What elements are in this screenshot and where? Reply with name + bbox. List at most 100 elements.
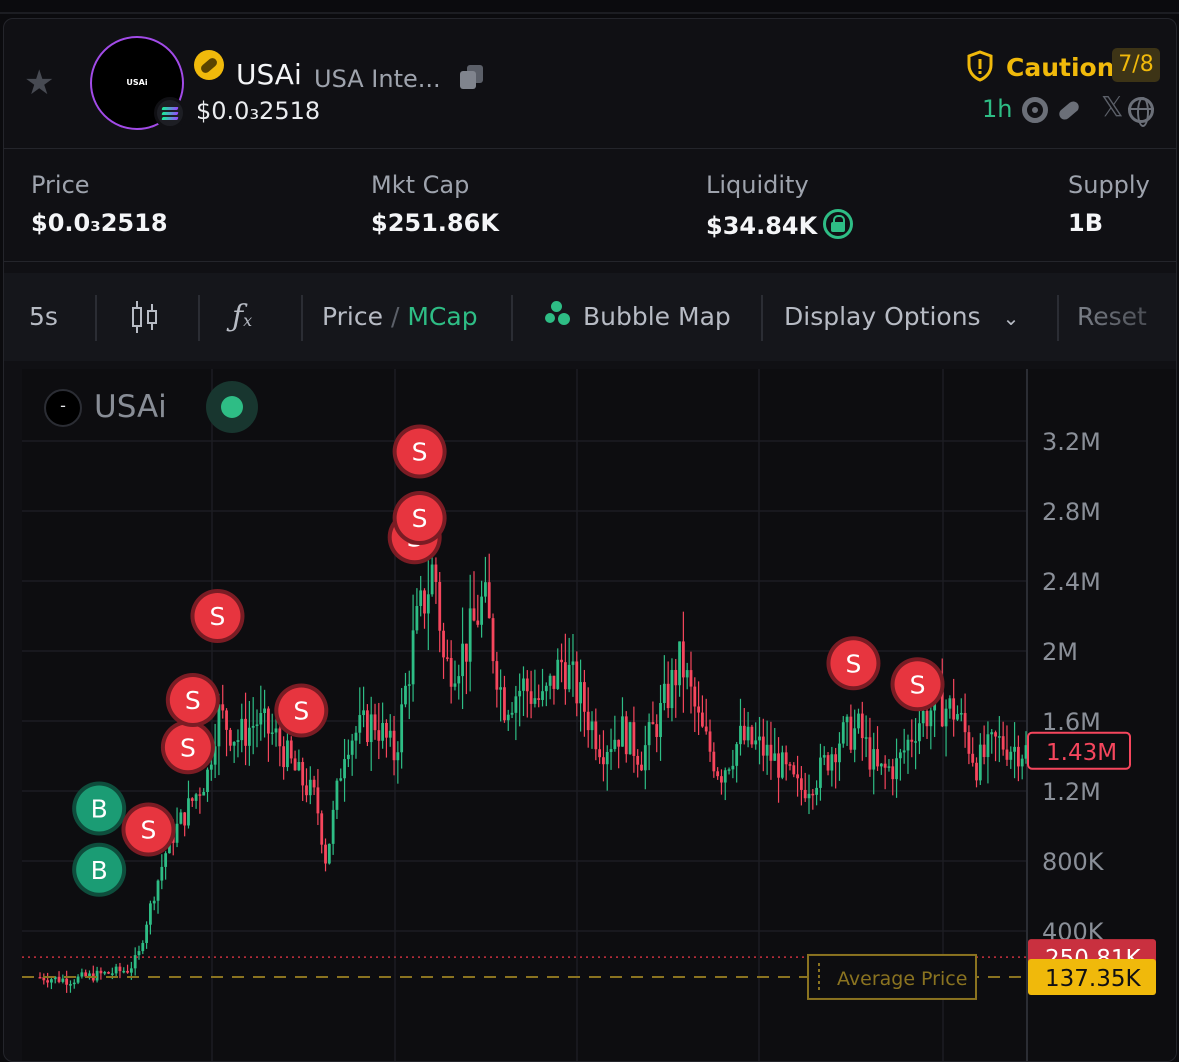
x-social-icon[interactable]: 𝕏 — [1101, 90, 1124, 123]
candle-body — [819, 757, 822, 788]
candle-body — [986, 734, 990, 758]
candle-body — [270, 732, 274, 734]
candle-body — [963, 713, 967, 733]
buy-marker-label: B — [91, 856, 108, 885]
candle-body — [179, 812, 183, 824]
candlestick-type-icon[interactable] — [130, 299, 160, 335]
y-tick-label: 800K — [1042, 848, 1105, 876]
sell-marker — [396, 428, 443, 475]
candle-body — [864, 737, 868, 739]
visibility-toggle-icon[interactable] — [206, 381, 258, 433]
candle-body — [190, 798, 194, 801]
favorite-star-icon[interactable]: ★ — [24, 63, 55, 103]
bubble-map-icon — [545, 301, 571, 327]
sell-marker — [169, 677, 216, 723]
candle-body — [107, 972, 110, 974]
sell-marker-label: S — [846, 649, 862, 678]
globe-icon[interactable] — [1128, 97, 1154, 127]
search-icon[interactable] — [1022, 97, 1048, 123]
candle-body — [244, 718, 247, 746]
stat-value-row: $34.84K — [706, 209, 854, 240]
candle-body — [883, 763, 887, 768]
y-tick-label: 2M — [1042, 638, 1078, 666]
candle-body — [461, 643, 464, 677]
price-mcap-toggle[interactable]: Price / MCap — [322, 273, 478, 361]
candle-body — [434, 564, 438, 582]
candle-body — [975, 762, 978, 781]
candle-body — [1005, 749, 1009, 760]
candle-body — [891, 766, 895, 780]
candle-body — [1020, 758, 1024, 767]
candle-body — [225, 710, 228, 730]
candle-body — [156, 880, 160, 901]
shield-icon — [967, 50, 993, 82]
candle-body — [46, 980, 50, 983]
candle-body — [278, 728, 282, 747]
candle-body — [758, 736, 761, 741]
candle-body — [385, 722, 388, 738]
average-price-box — [807, 953, 977, 1000]
candle-body — [906, 739, 910, 751]
candle-body — [655, 724, 659, 737]
interval-selector[interactable]: 5s — [29, 302, 58, 331]
candle-body — [388, 730, 392, 738]
candle-body — [133, 955, 137, 969]
candle-body — [944, 708, 948, 727]
sell-marker-label: S — [412, 504, 428, 533]
candle-body — [217, 704, 221, 747]
candle-body — [72, 982, 76, 985]
candle-body — [183, 812, 187, 826]
candle-body — [910, 739, 914, 742]
candle-body — [76, 976, 80, 983]
candle-body — [228, 729, 232, 746]
last-value-label: 1.43M — [1046, 740, 1117, 766]
reset-button[interactable]: Reset — [1077, 302, 1147, 331]
candle-body — [423, 590, 426, 614]
candle-body — [464, 643, 468, 662]
token-card: ★ USAi USAi USA Inte... $0.0₃2518 Cautio… — [3, 18, 1177, 1062]
candle-body — [822, 755, 826, 758]
candle-body — [712, 751, 716, 772]
legend-token-avatar: - — [44, 389, 82, 427]
candle-body — [514, 696, 518, 713]
candle-body — [213, 746, 217, 765]
pill-link-icon[interactable] — [1056, 97, 1082, 123]
candle-body — [765, 744, 769, 756]
candle-body — [484, 582, 487, 597]
token-header: ★ USAi USAi USA Inte... $0.0₃2518 Cautio… — [4, 19, 1176, 149]
candle-body — [952, 698, 956, 720]
candle-body — [739, 725, 742, 745]
candle-body — [438, 581, 442, 631]
chart-panel[interactable]: 3.2M2.8M2.4M2M1.6M1.2M800K400K-400KAvera… — [22, 369, 1177, 1062]
display-options-dropdown[interactable]: Display Options ⌄ — [784, 273, 1019, 361]
indicators-fx-icon[interactable]: ƒx — [232, 299, 253, 334]
candle-body — [697, 706, 701, 713]
stat-label: Price — [31, 171, 90, 199]
candle-body — [468, 608, 472, 662]
sell-marker-label: S — [412, 438, 428, 467]
bubble-map-label: Bubble Map — [583, 302, 731, 331]
bubble-map-button[interactable]: Bubble Map — [545, 273, 731, 361]
candle-body — [666, 683, 670, 709]
candle-body — [925, 710, 929, 727]
candle-body — [289, 740, 293, 759]
candle-body — [598, 749, 602, 758]
mcap-option[interactable]: MCap — [407, 302, 478, 331]
token-avatar: USAi — [90, 36, 184, 130]
candle-body — [693, 686, 697, 707]
candle-body — [567, 664, 571, 690]
candle-body — [286, 740, 289, 768]
risk-label[interactable]: Caution — [1006, 53, 1115, 82]
candle-body — [343, 759, 346, 779]
price-option[interactable]: Price — [322, 302, 383, 331]
toolbar-divider — [511, 295, 513, 341]
candle-body — [324, 844, 327, 864]
candle-body — [982, 744, 986, 758]
candle-body — [841, 722, 845, 744]
candle-body — [175, 823, 179, 843]
average-price-label: Average Price — [837, 968, 967, 990]
top-strip — [0, 0, 1179, 14]
copy-address-icon[interactable] — [460, 65, 484, 89]
candle-body — [206, 769, 209, 792]
mcap-chart[interactable]: 3.2M2.8M2.4M2M1.6M1.2M800K400K-400KAvera… — [22, 369, 1177, 1062]
